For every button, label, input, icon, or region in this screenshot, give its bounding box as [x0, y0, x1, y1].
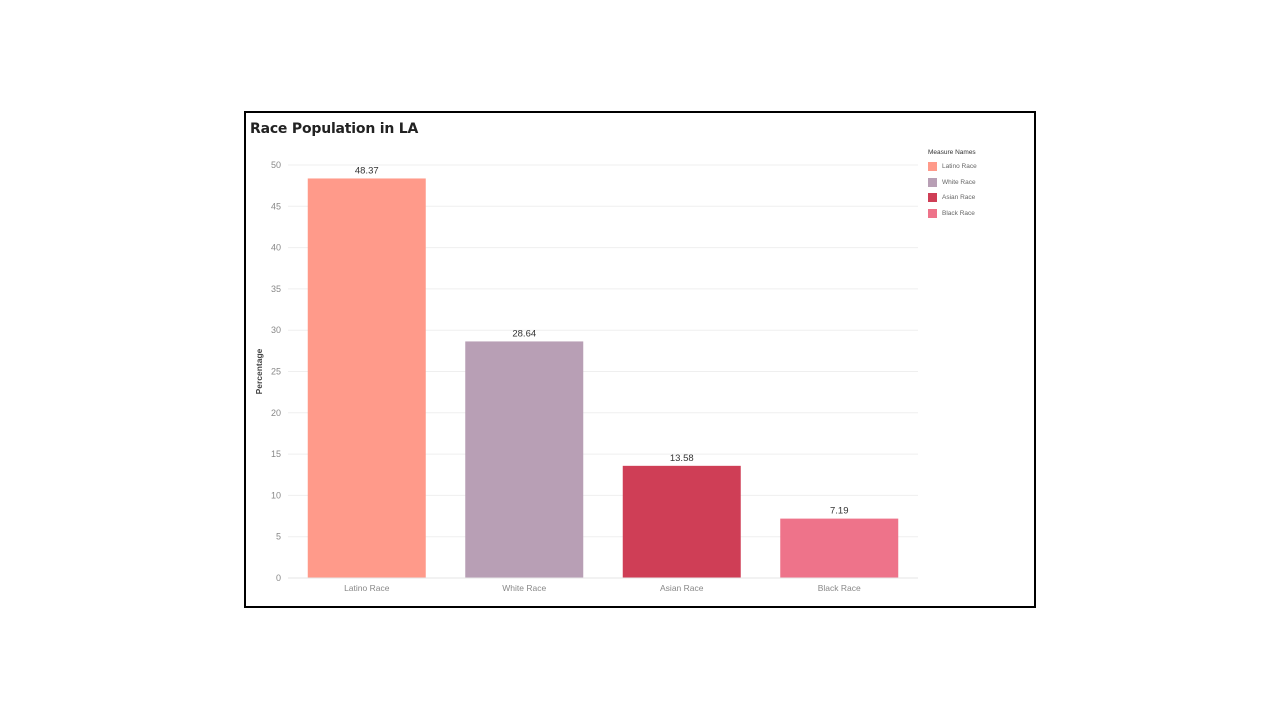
y-tick-label: 10 — [271, 490, 281, 500]
chart-frame: Race Population in LA 0 5 10 15 20 25 30 35 40 45… — [244, 111, 1036, 608]
y-tick-label: 40 — [271, 243, 281, 253]
y-tick-label: 35 — [271, 284, 281, 294]
y-tick-label: 50 — [271, 160, 281, 170]
legend-item: Latino Race — [928, 159, 977, 175]
bar — [622, 465, 741, 578]
legend-label: Asian Race — [942, 194, 976, 202]
bar — [307, 178, 426, 578]
legend-item: Black Race — [928, 206, 977, 222]
legend-swatch — [928, 177, 937, 187]
bar-value-label: 28.64 — [512, 328, 536, 339]
bar-chart-plot: 0 5 10 15 20 25 30 35 40 45 50 Percentage 48.37 Latin… — [254, 160, 918, 593]
bar-value-label: 13.58 — [670, 453, 694, 464]
y-axis-label: Percentage — [254, 348, 264, 394]
y-tick-label: 5 — [276, 532, 281, 542]
y-tick-label: 30 — [271, 325, 281, 335]
legend-item: Asian Race — [928, 190, 977, 206]
bar — [780, 518, 899, 578]
bar-value-label: 48.37 — [355, 165, 379, 176]
x-tick-label: Asian Race — [660, 583, 704, 593]
y-tick-label: 45 — [271, 201, 281, 211]
bar — [465, 341, 584, 578]
legend-swatch — [928, 193, 937, 203]
legend-label: White Race — [942, 178, 976, 186]
x-tick-label: Latino Race — [344, 583, 390, 593]
x-tick-label: Black Race — [818, 583, 861, 593]
legend: Measure Names Latino Race White Race Asian… — [928, 149, 977, 221]
y-tick-label: 0 — [276, 573, 281, 583]
legend-swatch — [928, 208, 937, 218]
x-tick-label: White Race — [502, 583, 546, 593]
legend-item: White Race — [928, 175, 977, 191]
y-tick-label: 20 — [271, 408, 281, 418]
legend-swatch — [928, 162, 937, 172]
legend-title: Measure Names — [928, 149, 976, 156]
legend-label: Latino Race — [942, 163, 977, 171]
y-tick-label: 15 — [271, 449, 281, 459]
legend-label: Black Race — [942, 209, 975, 217]
bar-value-label: 7.19 — [830, 506, 849, 517]
y-tick-label: 25 — [271, 367, 281, 377]
chart-title: Race Population in LA — [250, 121, 419, 137]
